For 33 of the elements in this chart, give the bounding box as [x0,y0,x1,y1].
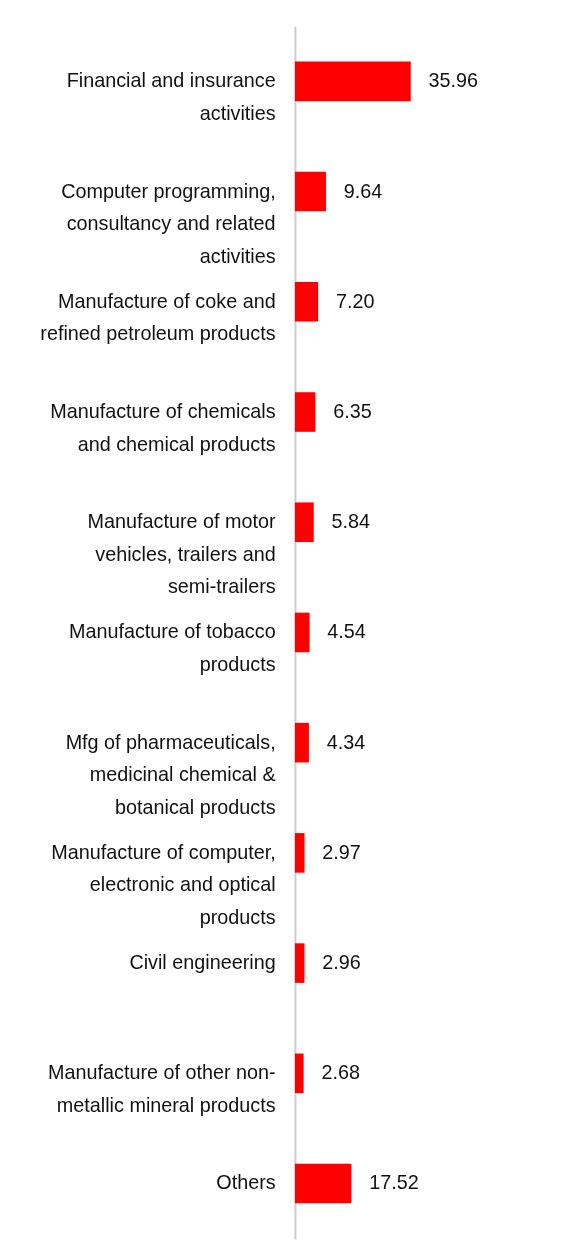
y-tick-label: Mfg of pharmaceuticals, medicinal chemical & botanical products [65,730,276,818]
y-tick-label: Manufacture of coke and refined petroleum products [40,289,276,345]
data-label: 4.54 [327,620,366,643]
y-tick-label: Financial and insurance activities [66,69,276,124]
data-label: 2.97 [322,840,361,863]
bar [294,502,314,543]
bar [294,1163,352,1204]
data-label: 2.96 [322,951,361,974]
y-tick-label: Civil engineering [129,951,276,974]
y-tick-label: Manufacture of chemicals and chemical products [50,399,276,455]
bar [294,1053,304,1094]
data-label: 35.96 [428,69,479,92]
y-tick-label: Manufacture of computer, electronic and optical products [51,840,276,929]
y-tick-label: Manufacture of tobacco products [68,620,276,676]
bar [294,722,309,763]
bar [294,612,310,653]
y-tick-label: Others [216,1171,276,1194]
bar [294,392,316,432]
bar [294,833,305,873]
y-tick-label: Manufacture of motor vehicles, trailers and semi-trailers [87,510,277,598]
bar [294,61,411,102]
bar [294,943,305,983]
bar [294,171,326,212]
data-label: 17.52 [369,1171,419,1194]
data-label: 5.84 [331,510,371,533]
bar [294,282,319,322]
data-label: 6.35 [333,399,372,422]
y-tick-label: Manufacture of other non-metallic mineral products [48,1061,276,1116]
data-label: 9.64 [343,179,383,202]
data-label: 4.34 [326,730,366,753]
data-label: 7.20 [335,289,375,312]
y-tick-label: Computer programming, consultancy and related activities [61,179,276,267]
data-label: 2.68 [321,1061,360,1084]
